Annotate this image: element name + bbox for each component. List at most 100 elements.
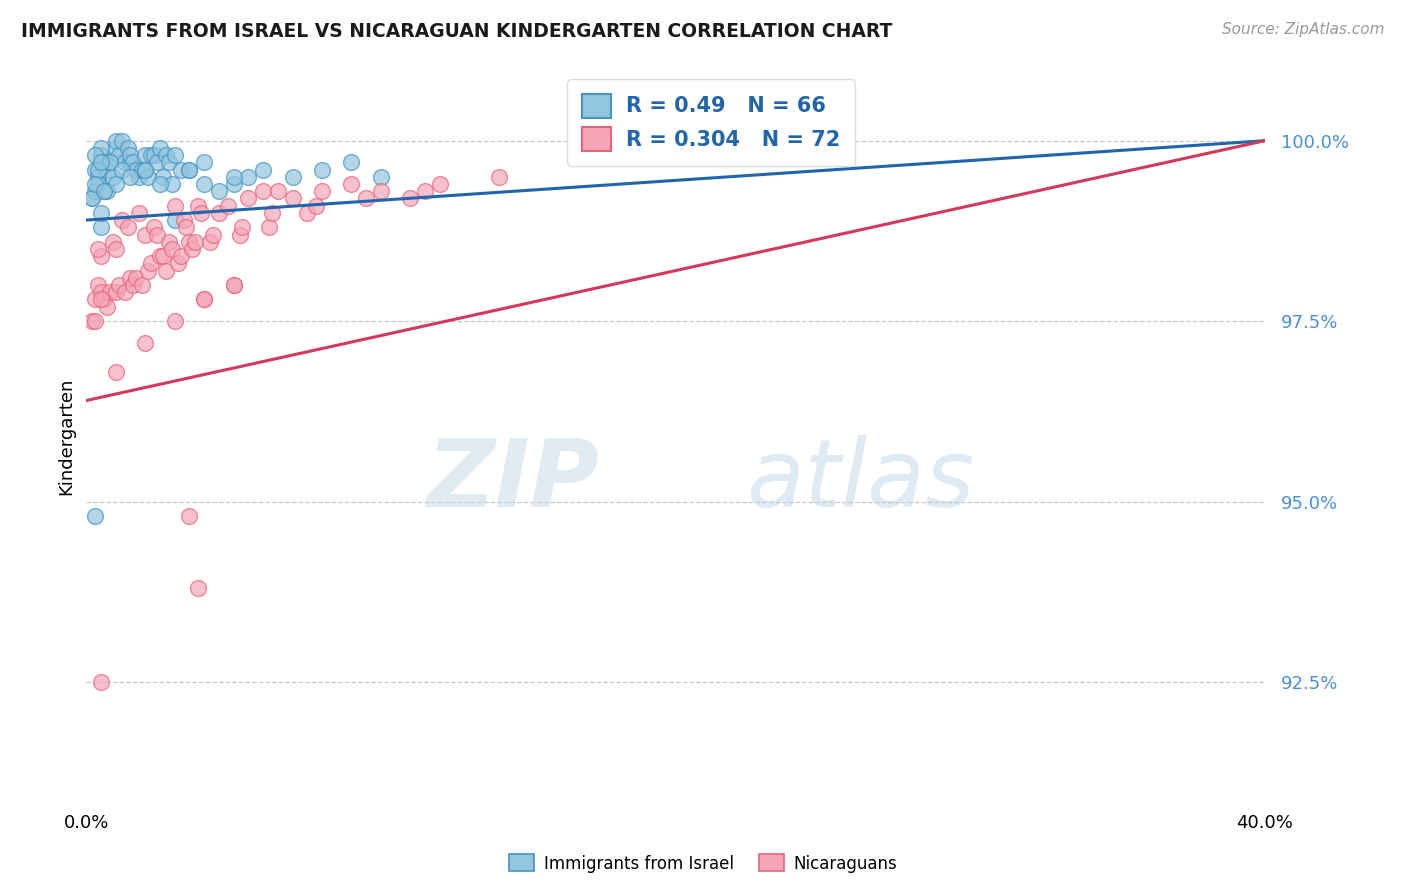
- Point: [143, 220, 166, 235]
- Point: [120, 169, 142, 184]
- Text: atlas: atlas: [747, 435, 974, 526]
- Point: [90, 293, 112, 307]
- Point: [96, 184, 118, 198]
- Point: [101, 169, 124, 184]
- Point: [87, 162, 110, 177]
- Point: [122, 278, 145, 293]
- Point: [193, 155, 215, 169]
- Point: [84, 184, 107, 198]
- Point: [228, 227, 250, 242]
- Point: [139, 148, 162, 162]
- Point: [120, 270, 142, 285]
- Point: [187, 199, 209, 213]
- Point: [125, 162, 148, 177]
- Point: [82, 191, 104, 205]
- Point: [107, 148, 129, 162]
- Point: [96, 300, 118, 314]
- Point: [111, 213, 134, 227]
- Point: [117, 220, 139, 235]
- Point: [399, 191, 422, 205]
- Point: [173, 213, 195, 227]
- Point: [114, 155, 136, 169]
- Point: [311, 184, 333, 198]
- Text: IMMIGRANTS FROM ISRAEL VS NICARAGUAN KINDERGARTEN CORRELATION CHART: IMMIGRANTS FROM ISRAEL VS NICARAGUAN KIN…: [21, 22, 893, 41]
- Point: [84, 162, 107, 177]
- Point: [252, 184, 274, 198]
- Point: [90, 141, 112, 155]
- Point: [107, 278, 129, 293]
- Point: [134, 227, 156, 242]
- Point: [134, 162, 156, 177]
- Point: [149, 141, 172, 155]
- Point: [131, 278, 153, 293]
- Point: [193, 177, 215, 191]
- Point: [163, 199, 186, 213]
- Point: [169, 162, 191, 177]
- Point: [98, 155, 121, 169]
- Point: [157, 155, 180, 169]
- Legend: R = 0.49   N = 66, R = 0.304   N = 72: R = 0.49 N = 66, R = 0.304 N = 72: [568, 78, 855, 166]
- Point: [231, 220, 253, 235]
- Point: [84, 148, 107, 162]
- Point: [87, 177, 110, 191]
- Point: [217, 199, 239, 213]
- Point: [139, 256, 162, 270]
- Point: [114, 285, 136, 300]
- Point: [136, 169, 159, 184]
- Point: [155, 263, 177, 277]
- Point: [187, 581, 209, 595]
- Point: [90, 285, 112, 300]
- Point: [93, 155, 115, 169]
- Point: [134, 148, 156, 162]
- Point: [166, 256, 188, 270]
- Point: [163, 213, 186, 227]
- Point: [84, 177, 107, 191]
- Point: [184, 235, 207, 249]
- Point: [93, 184, 115, 198]
- Point: [429, 177, 451, 191]
- Point: [222, 278, 245, 293]
- Point: [104, 141, 127, 155]
- Point: [297, 206, 319, 220]
- Point: [90, 220, 112, 235]
- Point: [87, 169, 110, 184]
- Text: Source: ZipAtlas.com: Source: ZipAtlas.com: [1222, 22, 1385, 37]
- Point: [176, 220, 198, 235]
- Point: [143, 148, 166, 162]
- Point: [160, 177, 183, 191]
- Point: [201, 227, 224, 242]
- Point: [179, 162, 201, 177]
- Point: [104, 242, 127, 256]
- Point: [179, 162, 201, 177]
- Point: [98, 285, 121, 300]
- Point: [257, 220, 280, 235]
- Point: [413, 184, 436, 198]
- Point: [160, 242, 183, 256]
- Point: [190, 206, 212, 220]
- Point: [208, 206, 231, 220]
- Point: [198, 235, 221, 249]
- Point: [260, 206, 283, 220]
- Point: [84, 314, 107, 328]
- Point: [82, 191, 104, 205]
- Point: [238, 191, 260, 205]
- Point: [281, 191, 304, 205]
- Point: [146, 155, 169, 169]
- Point: [134, 335, 156, 350]
- Point: [82, 314, 104, 328]
- Point: [117, 141, 139, 155]
- Point: [179, 235, 201, 249]
- Point: [84, 293, 107, 307]
- Point: [111, 162, 134, 177]
- Point: [370, 184, 392, 198]
- Text: ZIP: ZIP: [426, 434, 599, 527]
- Point: [311, 162, 333, 177]
- Point: [267, 184, 290, 198]
- Point: [238, 169, 260, 184]
- Point: [120, 148, 142, 162]
- Point: [155, 148, 177, 162]
- Point: [136, 263, 159, 277]
- Point: [90, 155, 112, 169]
- Point: [104, 365, 127, 379]
- Point: [208, 184, 231, 198]
